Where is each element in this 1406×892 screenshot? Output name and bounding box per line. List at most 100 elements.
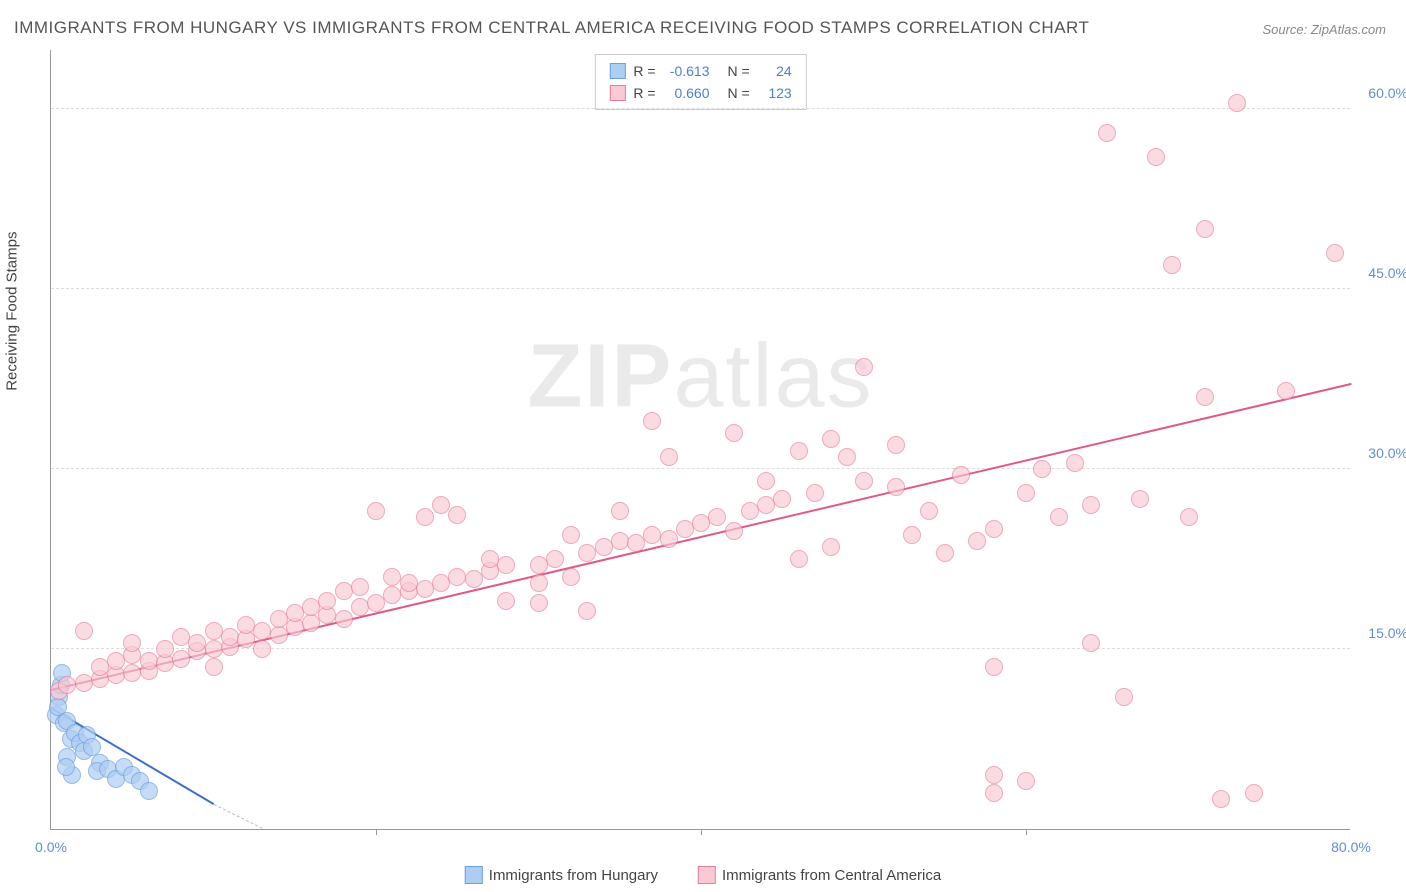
legend-swatch xyxy=(698,866,716,884)
stat-r-value: 0.660 xyxy=(664,82,710,104)
data-point xyxy=(660,530,678,548)
data-point xyxy=(1066,454,1084,472)
data-point xyxy=(1017,484,1035,502)
data-point xyxy=(1131,490,1149,508)
data-point xyxy=(75,622,93,640)
data-point xyxy=(335,610,353,628)
data-point xyxy=(985,766,1003,784)
data-point xyxy=(351,598,369,616)
data-point xyxy=(367,594,385,612)
ytick-label: 15.0% xyxy=(1358,625,1406,641)
data-point xyxy=(920,502,938,520)
data-point xyxy=(497,556,515,574)
data-point xyxy=(351,578,369,596)
data-point xyxy=(660,448,678,466)
stat-r-value: -0.613 xyxy=(664,60,710,82)
data-point xyxy=(448,506,466,524)
data-point xyxy=(578,602,596,620)
data-point xyxy=(887,436,905,454)
data-point xyxy=(123,664,141,682)
data-point xyxy=(1196,220,1214,238)
data-point xyxy=(643,412,661,430)
gridline xyxy=(51,468,1350,469)
data-point xyxy=(383,586,401,604)
data-point xyxy=(952,466,970,484)
data-point xyxy=(1245,784,1263,802)
chart-title: IMMIGRANTS FROM HUNGARY VS IMMIGRANTS FR… xyxy=(14,18,1089,38)
xtick xyxy=(701,829,702,835)
data-point xyxy=(773,490,791,508)
data-point xyxy=(367,502,385,520)
stat-r-label: R = xyxy=(633,60,655,82)
data-point xyxy=(985,784,1003,802)
data-point xyxy=(822,538,840,556)
data-point xyxy=(221,628,239,646)
data-point xyxy=(790,442,808,460)
data-point xyxy=(530,574,548,592)
data-point xyxy=(790,550,808,568)
data-point xyxy=(611,532,629,550)
plot-area: ZIPatlas R =-0.613N =24R =0.660N =123 15… xyxy=(50,50,1350,830)
data-point xyxy=(318,592,336,610)
legend-swatch xyxy=(465,866,483,884)
xtick xyxy=(1026,829,1027,835)
data-point xyxy=(708,508,726,526)
data-point xyxy=(1180,508,1198,526)
data-point xyxy=(497,592,515,610)
correlation-stats-box: R =-0.613N =24R =0.660N =123 xyxy=(594,54,806,110)
data-point xyxy=(1147,148,1165,166)
data-point xyxy=(968,532,986,550)
stat-n-label: N = xyxy=(728,60,750,82)
data-point xyxy=(1163,256,1181,274)
data-point xyxy=(855,472,873,490)
data-point xyxy=(432,496,450,514)
data-point xyxy=(903,526,921,544)
ytick-label: 30.0% xyxy=(1358,445,1406,461)
legend-swatch xyxy=(609,85,625,101)
data-point xyxy=(1033,460,1051,478)
legend-label: Immigrants from Central America xyxy=(722,867,941,884)
bottom-legend: Immigrants from Hungary Immigrants from C… xyxy=(465,866,941,884)
data-point xyxy=(985,658,1003,676)
watermark: ZIPatlas xyxy=(527,326,873,429)
data-point xyxy=(1050,508,1068,526)
regression-extrapolation xyxy=(213,804,262,829)
y-axis-label: Receiving Food Stamps xyxy=(4,232,21,391)
data-point xyxy=(806,484,824,502)
data-point xyxy=(562,568,580,586)
data-point xyxy=(416,508,434,526)
stats-row: R =-0.613N =24 xyxy=(609,60,791,82)
data-point xyxy=(1212,790,1230,808)
data-point xyxy=(140,782,158,800)
stat-r-label: R = xyxy=(633,82,655,104)
legend-item: Immigrants from Hungary xyxy=(465,866,658,884)
data-point xyxy=(1115,688,1133,706)
stat-n-value: 123 xyxy=(758,82,792,104)
source-link[interactable]: Source: ZipAtlas.com xyxy=(1262,22,1386,37)
data-point xyxy=(1082,634,1100,652)
stat-n-label: N = xyxy=(728,82,750,104)
legend-swatch xyxy=(609,63,625,79)
data-point xyxy=(887,478,905,496)
data-point xyxy=(757,472,775,490)
data-point xyxy=(725,522,743,540)
data-point xyxy=(1196,388,1214,406)
data-point xyxy=(530,594,548,612)
data-point xyxy=(838,448,856,466)
data-point xyxy=(1277,382,1295,400)
data-point xyxy=(253,640,271,658)
data-point xyxy=(562,526,580,544)
data-point xyxy=(822,430,840,448)
data-point xyxy=(465,570,483,588)
data-point xyxy=(140,652,158,670)
xtick-label: 0.0% xyxy=(35,839,67,855)
data-point xyxy=(58,676,76,694)
legend-label: Immigrants from Hungary xyxy=(489,867,658,884)
data-point xyxy=(1098,124,1116,142)
data-point xyxy=(1082,496,1100,514)
data-point xyxy=(253,622,271,640)
data-point xyxy=(205,658,223,676)
xtick xyxy=(376,829,377,835)
ytick-label: 45.0% xyxy=(1358,265,1406,281)
data-point xyxy=(75,674,93,692)
